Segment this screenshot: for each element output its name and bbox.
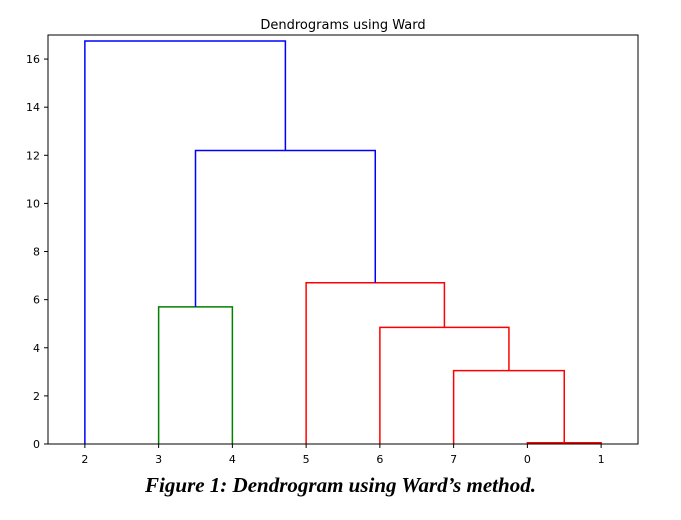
- leaf-label-2: 2: [81, 453, 88, 466]
- dendrogram-links: [84, 40, 602, 444]
- plot-area-frame: [47, 34, 639, 445]
- leaf-label-1: 1: [598, 453, 605, 466]
- figure-caption: Figure 1: Dendrogram using Ward’s method…: [145, 473, 536, 497]
- y-tick-label: 2: [33, 390, 40, 403]
- dendrogram-link-merge-6-701: [379, 326, 510, 444]
- dendrogram-link-merge-5-6701: [305, 282, 446, 444]
- y-tick-label: 16: [26, 53, 40, 66]
- leaf-label-6: 6: [376, 453, 383, 466]
- y-tick-label: 8: [33, 246, 40, 259]
- y-axis-ticks: 0 2 4 6 8 10 12 14 16: [26, 53, 48, 451]
- y-tick-label: 14: [26, 101, 40, 114]
- chart-title: Dendrograms using Ward: [260, 18, 425, 33]
- y-tick-label: 6: [33, 294, 40, 307]
- dendrogram-link-merge-7-01: [452, 369, 565, 444]
- leaf-label-3: 3: [155, 453, 162, 466]
- y-tick-label: 0: [33, 438, 40, 451]
- y-tick-label: 10: [26, 197, 40, 210]
- y-tick-label: 4: [33, 342, 40, 355]
- x-axis-ticks: 2 3 4 5 6 7 0 1: [81, 444, 605, 466]
- leaf-label-4: 4: [229, 453, 236, 466]
- dendrogram-link-merge-3-4: [157, 306, 234, 444]
- leaf-label-5: 5: [303, 453, 310, 466]
- y-tick-label: 12: [26, 149, 40, 162]
- leaf-label-7: 7: [450, 453, 457, 466]
- leaf-label-0: 0: [524, 453, 531, 466]
- dendrogram-link-merge-root: [84, 40, 287, 444]
